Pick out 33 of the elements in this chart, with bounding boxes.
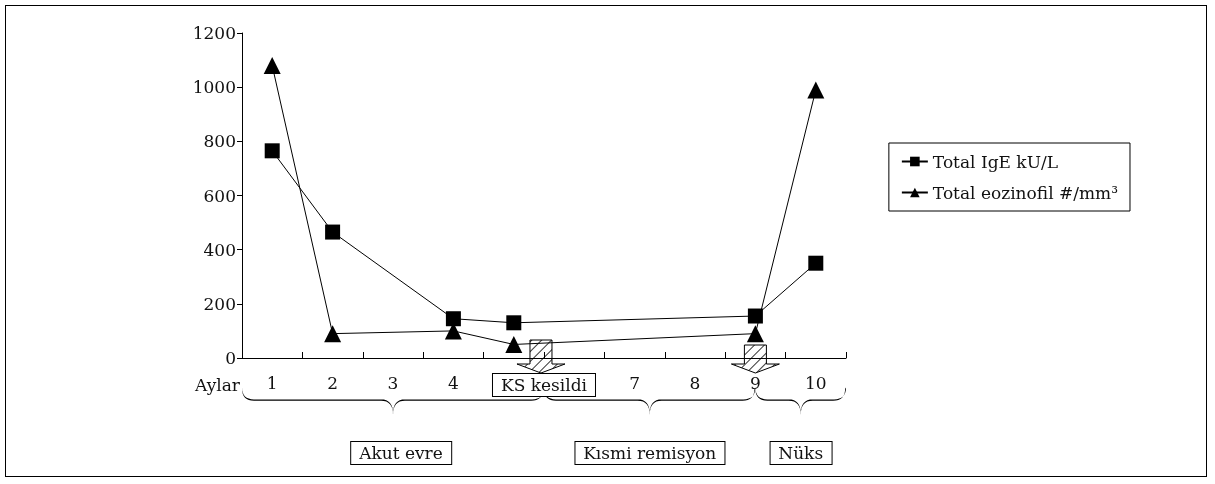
x-tick-label: 1	[266, 372, 278, 393]
point	[263, 57, 281, 74]
y-tick-label: 1200	[192, 23, 236, 43]
legend-label: Total IgE kU/L	[932, 151, 1058, 172]
point	[746, 325, 764, 343]
x-axis-title: Aylar	[195, 375, 240, 395]
x-tick-label: 8	[689, 372, 701, 393]
y-tick-label: 800	[203, 131, 236, 152]
point	[506, 315, 522, 331]
legend-label: Total eozinofil #/mm³	[932, 182, 1118, 203]
y-tick-label: 600	[203, 185, 236, 206]
point	[325, 224, 341, 240]
y-tick-label: 1000	[192, 77, 236, 98]
x-tick-label: 10	[804, 372, 827, 393]
y-tick-label: 200	[203, 293, 236, 314]
x-tick-label: 9	[749, 372, 761, 393]
text: KS kesildi	[491, 373, 597, 397]
point	[807, 81, 825, 99]
y-tick-label: 400	[203, 239, 236, 260]
x-tick-label: 3	[387, 372, 399, 393]
x-tick-label: 7	[629, 372, 641, 393]
point	[747, 308, 763, 324]
y-tick-label: 0	[225, 348, 236, 368]
point	[445, 311, 461, 327]
point	[324, 325, 342, 343]
text: Kısmi remisyon	[574, 441, 726, 465]
point	[505, 335, 523, 353]
text: Nüks	[769, 441, 833, 465]
text: Akut evre	[350, 441, 452, 465]
point	[264, 143, 280, 159]
x-tick-label: 2	[327, 372, 339, 393]
point	[808, 255, 824, 271]
x-tick-label: 4	[447, 372, 459, 393]
